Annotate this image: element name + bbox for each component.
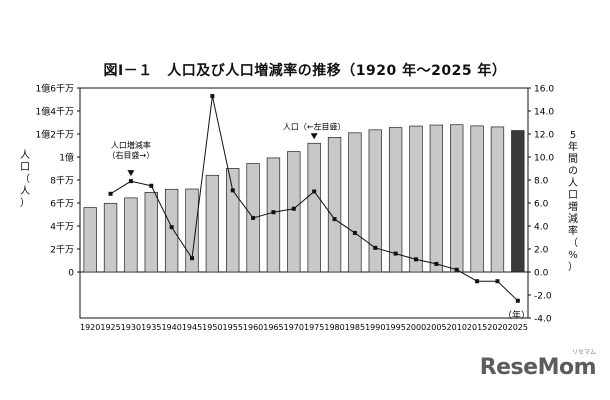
right-tick-label: 6.0 (534, 200, 549, 210)
x-tick-label: 1985 (345, 323, 365, 332)
x-tick-label: 1965 (263, 323, 283, 332)
growth-rate-point (251, 215, 256, 220)
left-tick-label: 8千万 (50, 176, 74, 187)
right-tick-label: 8.0 (534, 177, 549, 187)
left-tick-label: 1億 (59, 152, 74, 164)
x-tick-label: 2000 (406, 323, 426, 332)
right-tick-label: 10.0 (534, 154, 554, 164)
growth-rate-point (312, 189, 317, 194)
growth-rate-point (373, 245, 378, 250)
population-bar (124, 197, 138, 273)
x-tick-label: 1975 (304, 323, 324, 332)
population-bar (164, 188, 179, 273)
population-bar (327, 137, 342, 273)
left-tick-label: 1億4千万 (36, 106, 74, 118)
growth-rate-point (108, 191, 113, 196)
x-tick-label: 1960 (243, 323, 263, 332)
population-bar (348, 132, 362, 273)
population-bar (368, 129, 382, 273)
right-tick-label: -2.0 (534, 292, 552, 302)
right-tick-label: 16.0 (534, 85, 554, 95)
x-tick-label: 1920 (80, 323, 100, 332)
x-tick-label: 1980 (324, 323, 344, 332)
growth-rate-point (475, 279, 480, 284)
left-tick-label: 0 (68, 269, 74, 279)
x-tick-label: 1940 (161, 323, 181, 332)
x-tick-label: 1950 (202, 323, 222, 332)
right-axis-label: 5 年間の人口増減率（%） (568, 130, 578, 273)
x-tick-label: 2005 (426, 323, 446, 332)
population-bar (266, 157, 281, 273)
population-bar (205, 174, 220, 273)
population-bar (429, 124, 444, 273)
left-tick-label: 1億6千万 (36, 83, 74, 95)
resemom-watermark: リセマム ReseMom (479, 349, 597, 380)
growth-rate-point (414, 257, 418, 262)
right-tick-label: 12.0 (534, 131, 554, 141)
population-bar (144, 192, 158, 273)
x-tick-label: 2025 (508, 323, 528, 332)
left-tick-label: 4千万 (50, 222, 74, 233)
left-tick-label: 6千万 (50, 199, 74, 210)
population-bar (409, 125, 423, 273)
population-bar (388, 127, 403, 273)
population-bar (287, 151, 301, 273)
x-tick-label: 1925 (100, 323, 120, 332)
left-tick-label: 2千万 (50, 245, 74, 256)
watermark-sub: リセマム (571, 349, 596, 356)
growth-rate-point (169, 225, 174, 230)
population-bar (511, 130, 525, 273)
growth-rate-point (393, 251, 398, 256)
growth-rate-point (230, 188, 235, 193)
population-bar (490, 126, 505, 273)
x-tick-label: 1935 (141, 323, 161, 332)
x-tick-label: 1970 (284, 323, 304, 332)
left-axis-label: 人口（人） (20, 150, 30, 209)
watermark-brand: ReseMom (479, 355, 597, 380)
right-tick-label: -4.0 (534, 315, 552, 325)
population-bar (103, 202, 118, 273)
x-tick-label: 1945 (182, 323, 202, 332)
right-tick-label: 4.0 (534, 223, 549, 233)
x-tick-label: 2015 (467, 323, 487, 332)
population-bar (470, 125, 484, 273)
chart-title: 図Ⅰ－１ 人口及び人口増減率の推移（1920 年～2025 年） (103, 63, 507, 79)
x-tick-label: 1990 (365, 323, 385, 332)
growth-rate-point (291, 206, 296, 211)
x-tick-label: 1955 (223, 323, 243, 332)
growth-rate-point (271, 210, 276, 215)
x-tick-label: 1995 (385, 323, 405, 332)
left-tick-label: 1億2千万 (36, 129, 74, 141)
annotation-text: 人口増減率 (111, 140, 151, 150)
population-bar (450, 124, 464, 273)
annotation-text: 人口（←左目盛） (283, 121, 346, 131)
growth-rate-point (515, 298, 520, 303)
growth-rate-point (434, 261, 439, 266)
annotation-text: （右目盛→） (108, 150, 155, 160)
right-tick-label: 0.0 (534, 269, 549, 279)
x-tick-label: 1930 (121, 323, 141, 332)
right-tick-label: 2.0 (534, 246, 549, 256)
right-tick-label: 14.0 (534, 108, 554, 118)
annotation-arrow (310, 133, 318, 140)
growth-rate-point (495, 279, 500, 284)
growth-rate-point (128, 179, 133, 184)
population-bar (226, 168, 240, 273)
x-tick-label: 2020 (487, 323, 507, 332)
population-bar (83, 207, 97, 273)
x-unit-label: （年） (503, 309, 530, 321)
growth-rate-point (352, 230, 357, 235)
growth-rate-point (210, 94, 215, 99)
annotation-arrow (127, 170, 135, 177)
population-bar (307, 142, 321, 273)
growth-rate-point (149, 183, 154, 188)
growth-rate-point (454, 267, 459, 272)
growth-rate-point (332, 217, 337, 222)
x-tick-label: 2010 (447, 323, 467, 332)
population-bar (185, 188, 199, 273)
growth-rate-point (190, 256, 194, 261)
